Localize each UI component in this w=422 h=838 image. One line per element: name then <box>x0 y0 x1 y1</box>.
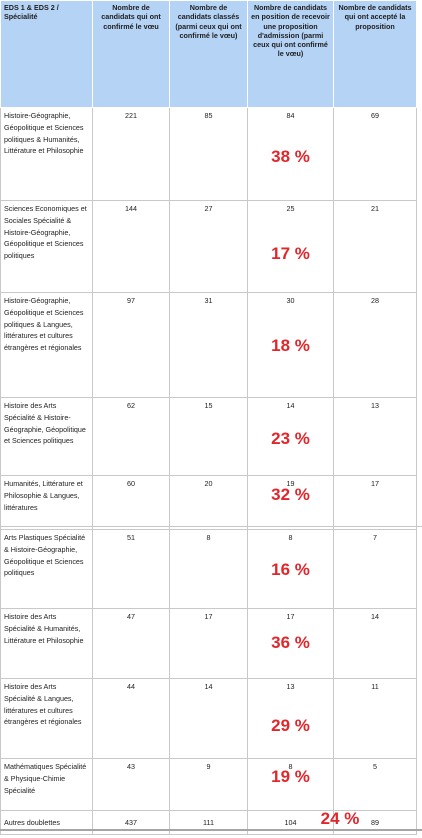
table-row: Histoire des Arts Spécialité & Langues, … <box>0 678 417 759</box>
header-accepted: Nombre de candidats qui ont accepté la p… <box>333 0 417 108</box>
row-label: Histoire des Arts Spécialité & Humanités… <box>0 608 93 679</box>
row-label: Sciences Economiques et Sociales Spécial… <box>0 200 93 293</box>
cell-ranked: 17 <box>169 608 248 679</box>
header-row: EDS 1 & EDS 2 / Spécialité Nombre de can… <box>0 0 417 108</box>
admission-rate: 29 % <box>271 716 310 735</box>
admission-rate: 19 % <box>271 767 310 786</box>
cell-accepted: 11 <box>333 678 417 759</box>
admission-rate: 18 % <box>271 336 310 355</box>
admission-rate: 16 % <box>271 560 310 579</box>
table-row: Arts Plastiques Spécialité & Histoire-Gé… <box>0 529 417 609</box>
cell-confirmed: 97 <box>92 292 170 398</box>
position-value: 14 <box>286 401 295 410</box>
cell-position: 13 29 % <box>247 678 334 759</box>
row-label: Mathématiques Spécialité & Physique-Chim… <box>0 758 93 811</box>
cell-position: 8 16 % <box>247 529 334 609</box>
cell-position: 25 17 % <box>247 200 334 293</box>
cell-accepted: 28 <box>333 292 417 398</box>
cell-confirmed: 221 <box>92 107 170 201</box>
admission-rate: 24 % <box>320 809 360 828</box>
position-value: 8 <box>288 762 293 771</box>
cell-position: 8 19 % <box>247 758 334 811</box>
cell-accepted: 5 <box>333 758 417 811</box>
position-value: 25 <box>286 204 295 213</box>
position-value: 19 <box>286 479 295 488</box>
cell-confirmed: 47 <box>92 608 170 679</box>
cell-confirmed: 51 <box>92 529 170 609</box>
position-value: 17 <box>286 612 295 621</box>
cell-accepted: 13 <box>333 397 417 476</box>
table-row: Sciences Economiques et Sociales Spécial… <box>0 200 417 293</box>
cell-confirmed: 44 <box>92 678 170 759</box>
cell-confirmed: 144 <box>92 200 170 293</box>
cell-ranked: 20 <box>169 475 248 530</box>
cell-ranked: 31 <box>169 292 248 398</box>
cell-position: 17 36 % <box>247 608 334 679</box>
cell-confirmed: 62 <box>92 397 170 476</box>
table-row: Autres doublettes 437 111 104 24 % 89 <box>0 809 417 835</box>
admission-rate: 32 % <box>271 485 310 504</box>
cell-position: 30 18 % <box>247 292 334 398</box>
position-value: 13 <box>286 682 295 691</box>
cell-position: 19 32 % <box>247 475 334 530</box>
cell-accepted: 14 <box>333 608 417 679</box>
table-row: Histoire des Arts Spécialité & Humanités… <box>0 608 417 679</box>
cell-position: 14 23 % <box>247 397 334 476</box>
page-bottom-rule <box>0 829 422 831</box>
cell-accepted: 69 <box>333 107 417 201</box>
cell-confirmed: 60 <box>92 475 170 530</box>
cell-accepted: 21 <box>333 200 417 293</box>
header-position: Nombre de candidats en position de recev… <box>247 0 334 108</box>
position-value: 8 <box>288 533 293 542</box>
cell-ranked: 14 <box>169 678 248 759</box>
cell-ranked: 27 <box>169 200 248 293</box>
admission-rate: 36 % <box>271 633 310 652</box>
cell-ranked: 9 <box>169 758 248 811</box>
table-body: Histoire-Géographie, Géopolitique et Sci… <box>0 107 417 835</box>
cell-ranked: 8 <box>169 529 248 609</box>
table-row: Histoire-Géographie, Géopolitique et Sci… <box>0 292 417 398</box>
row-label: Arts Plastiques Spécialité & Histoire-Gé… <box>0 529 93 609</box>
cell-accepted: 17 <box>333 475 417 530</box>
table-row: Histoire-Géographie, Géopolitique et Sci… <box>0 107 417 201</box>
position-value: 30 <box>286 296 295 305</box>
cell-ranked: 85 <box>169 107 248 201</box>
header-specialite: EDS 1 & EDS 2 / Spécialité <box>0 0 93 108</box>
table-row: Humanités, Littérature et Philosophie & … <box>0 475 417 530</box>
page-break-line <box>0 526 422 527</box>
position-value: 104 <box>284 817 297 827</box>
table-header: EDS 1 & EDS 2 / Spécialité Nombre de can… <box>0 0 417 108</box>
cell-confirmed: 43 <box>92 758 170 811</box>
cell-ranked: 15 <box>169 397 248 476</box>
cell-accepted: 7 <box>333 529 417 609</box>
admission-rate: 38 % <box>271 147 310 166</box>
row-label: Histoire-Géographie, Géopolitique et Sci… <box>0 107 93 201</box>
cell-position: 84 38 % <box>247 107 334 201</box>
row-label: Histoire-Géographie, Géopolitique et Sci… <box>0 292 93 398</box>
header-confirmed: Nombre de candidats qui ont confirmé le … <box>92 0 170 108</box>
header-ranked: Nombre de candidats classés (parmi ceux … <box>169 0 248 108</box>
row-label: Histoire des Arts Spécialité & Langues, … <box>0 678 93 759</box>
row-label: Histoire des Arts Spécialité & Histoire-… <box>0 397 93 476</box>
admission-rate: 23 % <box>271 429 310 448</box>
position-value: 84 <box>286 111 295 120</box>
table-row: Mathématiques Spécialité & Physique-Chim… <box>0 758 417 811</box>
admission-rate: 17 % <box>271 244 310 263</box>
table-row: Histoire des Arts Spécialité & Histoire-… <box>0 397 417 476</box>
row-label: Humanités, Littérature et Philosophie & … <box>0 475 93 530</box>
